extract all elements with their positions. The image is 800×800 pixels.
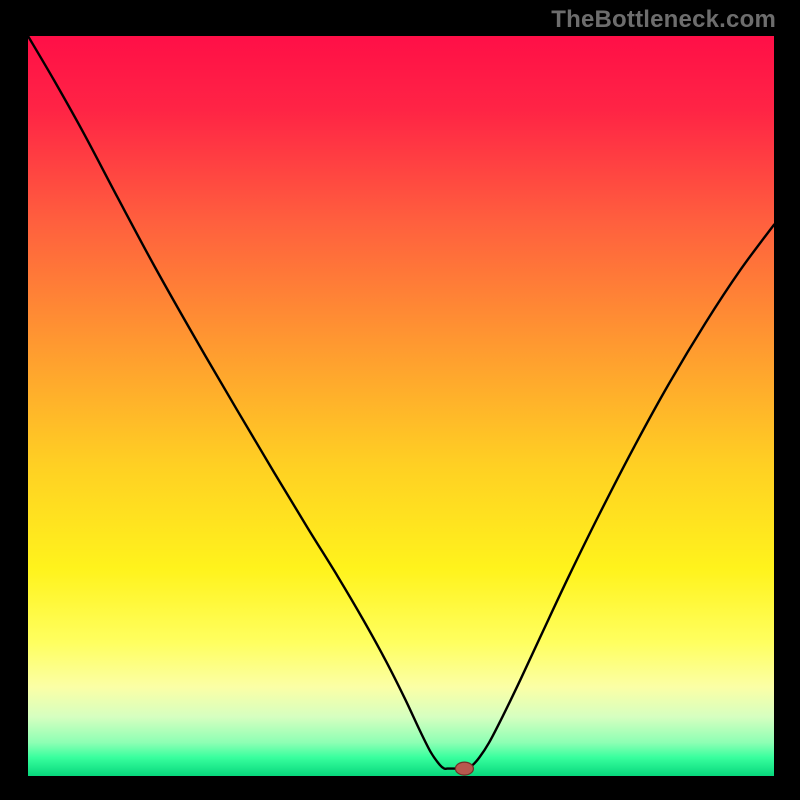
chart-frame: TheBottleneck.com (0, 0, 800, 800)
watermark-text: TheBottleneck.com (551, 6, 776, 34)
minimum-marker (455, 762, 473, 775)
plot-svg (28, 36, 774, 776)
gradient-background (28, 36, 774, 776)
plot-area (28, 36, 774, 776)
